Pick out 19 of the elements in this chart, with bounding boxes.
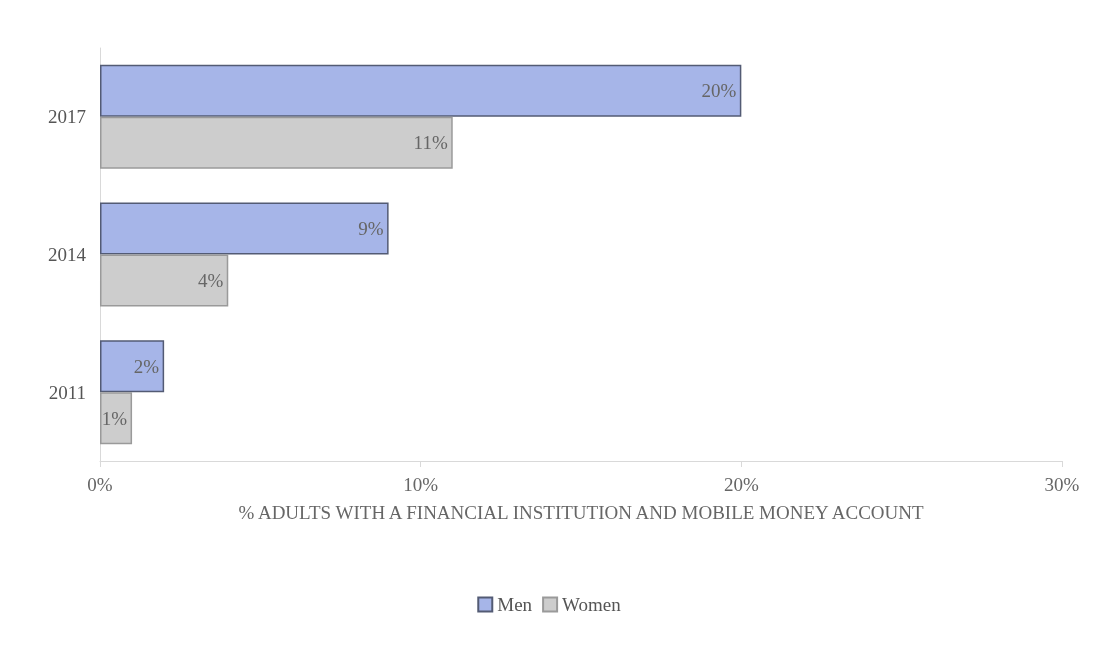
- data-label: 2%: [133, 355, 160, 377]
- bar: [100, 340, 165, 393]
- x-axis-title: % ADULTS WITH A FINANCIAL INSTITUTION AND MOBILE MONEY ACCOUNT: [238, 502, 924, 523]
- x-tick-label: 20%: [723, 474, 759, 495]
- data-label: 9%: [358, 218, 384, 239]
- x-tick-label: 10%: [403, 474, 439, 495]
- bar: [100, 64, 742, 117]
- data-label: 11%: [413, 132, 448, 154]
- bar: [100, 202, 389, 255]
- x-tick-label: 30%: [1044, 474, 1080, 495]
- legend-label: Women: [562, 594, 622, 615]
- data-label: 20%: [701, 80, 737, 102]
- x-tick-label: 0%: [87, 474, 113, 495]
- y-tick-label: 2014: [48, 244, 87, 265]
- data-label: 1%: [101, 407, 128, 429]
- legend-label: Men: [497, 594, 533, 615]
- y-tick-label: 2017: [48, 106, 86, 128]
- y-tick-label: 2011: [48, 381, 86, 403]
- data-label: 4%: [197, 270, 224, 291]
